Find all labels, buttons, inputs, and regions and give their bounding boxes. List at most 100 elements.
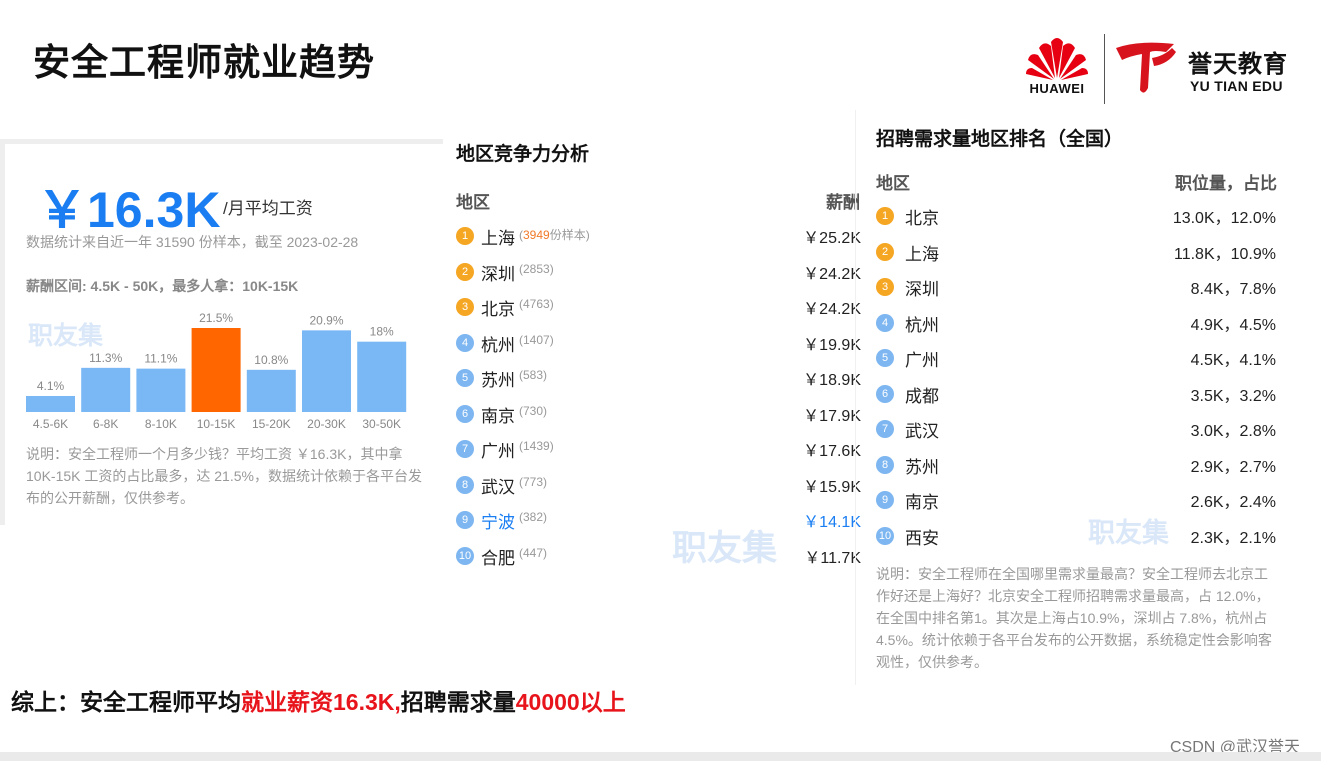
region-row[interactable]: 10 合肥 (447) ￥11.7K bbox=[456, 544, 861, 580]
demand-city[interactable]: 成都 bbox=[905, 386, 939, 406]
demand-value: 4.9K，4.5% bbox=[1190, 316, 1276, 334]
rank-badge: 7 bbox=[876, 420, 894, 438]
demand-row[interactable]: 3 深圳 8.4K，7.8% bbox=[876, 275, 1276, 311]
region-pay: ￥15.9K bbox=[803, 478, 861, 496]
demand-city[interactable]: 广州 bbox=[905, 351, 939, 370]
region-row[interactable]: 5 苏州 (583) ￥18.9K bbox=[456, 366, 861, 402]
demand-value: 3.5K，3.2% bbox=[1190, 387, 1276, 405]
region-row[interactable]: 7 广州 (1439) ￥17.6K bbox=[456, 437, 861, 473]
region-pay: ￥17.6K bbox=[803, 443, 861, 460]
bottom-strip bbox=[0, 752, 1321, 761]
average-salary-unit: /月平均工资 bbox=[223, 199, 313, 218]
summary-line: 综上：安全工程师平均就业薪资16.3K,招聘需求量40000以上 bbox=[11, 683, 626, 717]
region-col-header-region: 地区 bbox=[456, 193, 490, 212]
demand-row[interactable]: 7 武汉 3.0K，2.8% bbox=[876, 417, 1276, 453]
huawei-logo: HUAWEI bbox=[1018, 32, 1096, 104]
region-row[interactable]: 2 深圳 (2853) ￥24.2K bbox=[456, 260, 861, 296]
rank-badge: 1 bbox=[876, 207, 894, 225]
demand-city[interactable]: 西安 bbox=[905, 528, 939, 548]
summary-part-2: 就业薪资16.3K, bbox=[241, 689, 401, 715]
region-pay: ￥24.2K bbox=[803, 265, 861, 283]
demand-city[interactable]: 杭州 bbox=[905, 315, 939, 335]
bar-value-label: 10.8% bbox=[254, 353, 288, 367]
region-city[interactable]: 北京 bbox=[481, 300, 515, 319]
region-row[interactable]: 8 武汉 (773) ￥15.9K bbox=[456, 473, 861, 509]
rank-badge: 2 bbox=[456, 262, 474, 281]
demand-city[interactable]: 南京 bbox=[905, 493, 939, 512]
rank-badge: 9 bbox=[456, 511, 474, 529]
region-pay: ￥19.9K bbox=[803, 336, 861, 354]
demand-value: 2.6K，2.4% bbox=[1190, 494, 1276, 511]
region-list: 1 上海 (3949份样本) ￥25.2K 2 深圳 (2853) ￥24.2K 3 北京 (476… bbox=[456, 224, 861, 579]
yutian-cn-name: 誉天教育 bbox=[1188, 51, 1288, 78]
rank-badge: 10 bbox=[456, 546, 474, 565]
region-row[interactable]: 9 宁波 (382) ￥14.1K bbox=[456, 508, 861, 544]
demand-city[interactable]: 上海 bbox=[905, 244, 939, 264]
region-city[interactable]: 合肥 bbox=[481, 548, 515, 568]
region-pay: ￥14.1K bbox=[803, 514, 861, 531]
demand-row[interactable]: 10 西安 2.3K，2.1% bbox=[876, 524, 1276, 560]
bar-category-label: 10-15K bbox=[197, 417, 236, 431]
salary-bar[interactable] bbox=[302, 330, 351, 412]
region-city[interactable]: 深圳 bbox=[481, 264, 515, 284]
rank-badge: 1 bbox=[456, 227, 474, 245]
yutian-en-name: YU TIAN EDU bbox=[1190, 78, 1283, 94]
rank-badge: 5 bbox=[876, 349, 894, 367]
region-city[interactable]: 广州 bbox=[481, 442, 515, 461]
demand-city[interactable]: 北京 bbox=[905, 209, 939, 228]
demand-row[interactable]: 8 苏州 2.9K，2.7% bbox=[876, 453, 1276, 489]
region-row[interactable]: 3 北京 (4763) ￥24.2K bbox=[456, 295, 861, 331]
region-city[interactable]: 宁波 bbox=[481, 513, 515, 532]
region-row[interactable]: 4 杭州 (1407) ￥19.9K bbox=[456, 331, 861, 367]
rank-badge: 8 bbox=[456, 475, 474, 494]
region-row[interactable]: 6 南京 (730) ￥17.9K bbox=[456, 402, 861, 438]
rank-badge: 6 bbox=[876, 384, 894, 403]
bar-value-label: 21.5% bbox=[199, 311, 233, 325]
rank-badge: 3 bbox=[876, 278, 894, 296]
salary-bar[interactable] bbox=[191, 328, 241, 412]
bar-value-label: 18% bbox=[370, 325, 394, 339]
bar-category-label: 20-30K bbox=[307, 417, 346, 431]
rank-badge: 3 bbox=[456, 298, 474, 316]
salary-bar[interactable] bbox=[357, 341, 407, 412]
bar-category-label: 8-10K bbox=[145, 417, 177, 431]
region-sample-count: (730) bbox=[519, 403, 548, 418]
demand-city[interactable]: 武汉 bbox=[905, 422, 939, 441]
summary-part-3: 招聘需求量 bbox=[400, 689, 516, 715]
demand-row[interactable]: 2 上海 11.8K，10.9% bbox=[876, 240, 1276, 276]
demand-col-header-value: 职位量，占比 bbox=[1175, 174, 1277, 193]
region-pay: ￥11.7K bbox=[804, 549, 861, 567]
region-city[interactable]: 杭州 bbox=[481, 335, 515, 355]
salary-distribution-chart: 4.1% 4.5-6K 11.3% 6-8K 11.1% 8-10K 21.5% 10-15K… bbox=[26, 311, 407, 431]
region-city[interactable]: 上海 bbox=[481, 229, 515, 248]
demand-row[interactable]: 9 南京 2.6K，2.4% bbox=[876, 488, 1276, 524]
rank-badge: 4 bbox=[876, 313, 894, 332]
region-sample-count: (447) bbox=[519, 545, 548, 560]
demand-row[interactable]: 1 北京 13.0K，12.0% bbox=[876, 204, 1276, 240]
salary-bar[interactable] bbox=[246, 369, 296, 412]
salary-bar[interactable] bbox=[136, 368, 186, 412]
rank-badge: 6 bbox=[456, 404, 474, 423]
watermark-text: 职友集 bbox=[672, 529, 778, 568]
region-row[interactable]: 1 上海 (3949份样本) ￥25.2K bbox=[456, 224, 861, 260]
region-city[interactable]: 苏州 bbox=[481, 371, 515, 390]
region-sample-count: (4763) bbox=[519, 297, 554, 311]
demand-row[interactable]: 4 杭州 4.9K，4.5% bbox=[876, 311, 1276, 347]
bar-category-label: 30-50K bbox=[362, 417, 401, 431]
bar-category-label: 4.5-6K bbox=[33, 417, 68, 431]
demand-city[interactable]: 苏州 bbox=[905, 457, 939, 477]
region-city[interactable]: 南京 bbox=[481, 406, 515, 426]
rank-badge: 5 bbox=[456, 369, 474, 387]
demand-row[interactable]: 5 广州 4.5K，4.1% bbox=[876, 346, 1276, 382]
region-sample-count: (382) bbox=[519, 510, 548, 524]
bar-value-label: 11.3% bbox=[89, 351, 122, 365]
demand-row[interactable]: 6 成都 3.5K，3.2% bbox=[876, 382, 1276, 418]
salary-bar[interactable] bbox=[26, 395, 75, 412]
salary-source-text: 数据统计来自近一年 31590 份样本，截至 2023-02-28 bbox=[26, 234, 359, 250]
huawei-wordmark: HUAWEI bbox=[1029, 81, 1085, 96]
bar-value-label: 20.9% bbox=[309, 313, 343, 327]
region-sample-count: (1407) bbox=[519, 332, 554, 347]
demand-city[interactable]: 深圳 bbox=[905, 280, 939, 299]
region-city[interactable]: 武汉 bbox=[481, 477, 515, 497]
salary-bar[interactable] bbox=[81, 367, 131, 412]
